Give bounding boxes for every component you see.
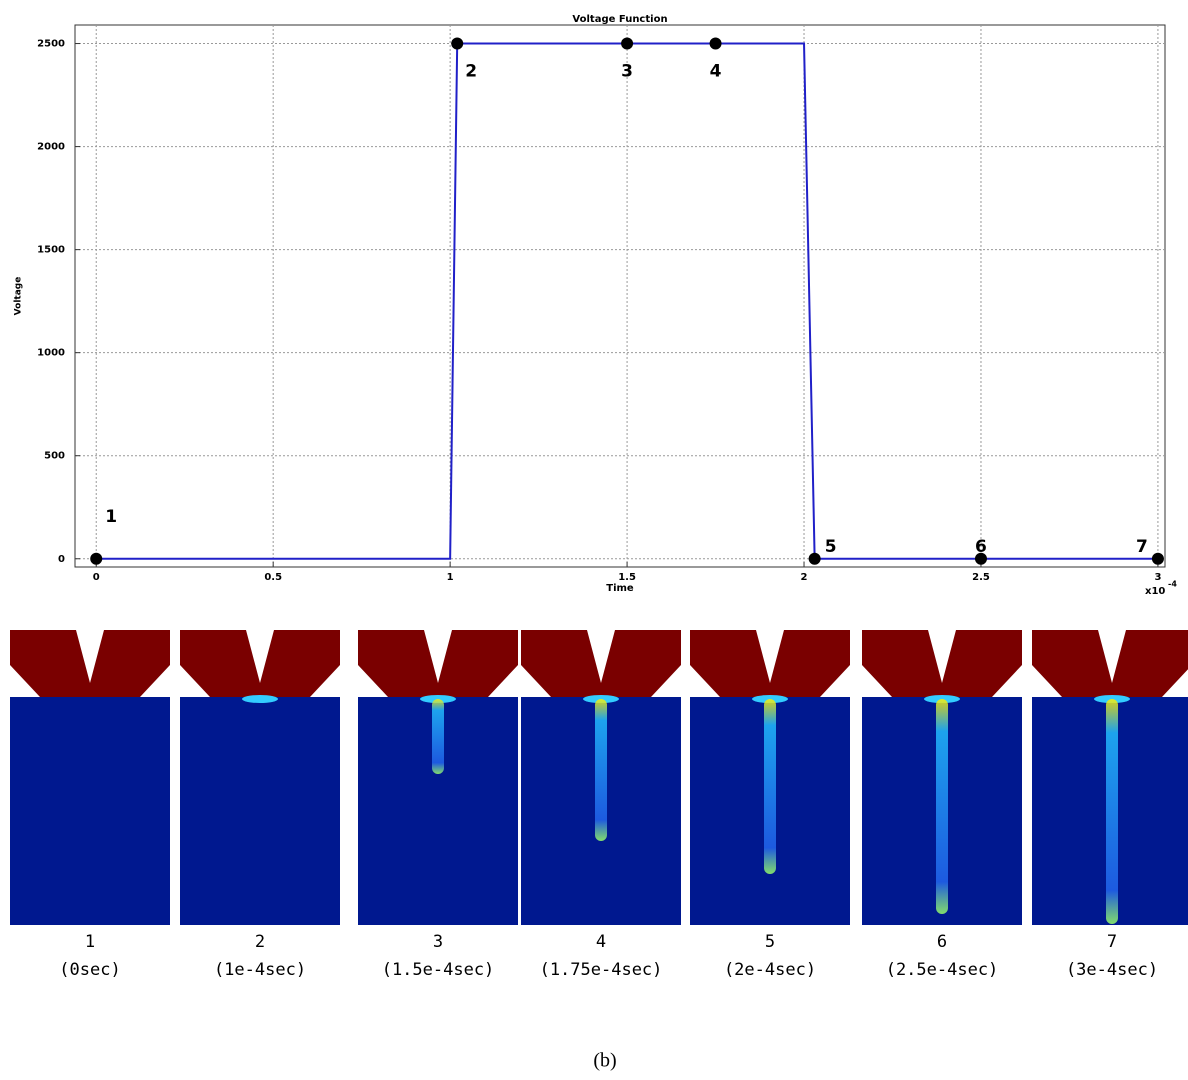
x-tick-label: 2.5 xyxy=(972,572,990,583)
jet xyxy=(432,699,444,774)
y-tick-label: 1500 xyxy=(37,245,65,256)
marker-label: 5 xyxy=(825,537,837,557)
marker-label: 6 xyxy=(975,537,987,557)
simulation-panel xyxy=(1032,630,1188,925)
simulation-panel xyxy=(690,630,850,925)
fluid-domain xyxy=(180,697,340,925)
x-tick-label: 1 xyxy=(447,572,454,583)
panel-number: 1 xyxy=(85,932,95,952)
y-axis-label: Voltage xyxy=(14,277,24,316)
time-marker xyxy=(1152,553,1164,565)
panel-number: 6 xyxy=(937,932,947,952)
simulation-panel xyxy=(358,630,518,925)
simulation-panel xyxy=(10,630,170,925)
time-marker xyxy=(451,38,463,50)
time-marker xyxy=(90,553,102,565)
jet xyxy=(764,699,776,874)
nozzle xyxy=(521,630,681,697)
simulation-panel xyxy=(521,630,681,925)
y-tick-label: 1000 xyxy=(37,348,65,359)
simulation-panel xyxy=(180,630,340,925)
plot-area xyxy=(75,25,1165,567)
caption: (b) xyxy=(593,1050,616,1072)
panel-time: (1.75e-4sec) xyxy=(540,960,663,980)
panel-time: (2e-4sec) xyxy=(724,960,816,980)
x-tick-label: 1.5 xyxy=(618,572,636,583)
panel-number: 5 xyxy=(765,932,775,952)
fluid-domain xyxy=(10,697,170,925)
panel-time: (2.5e-4sec) xyxy=(886,960,999,980)
marker-label: 2 xyxy=(465,62,477,82)
y-tick-label: 2500 xyxy=(37,39,65,50)
nozzle xyxy=(862,630,1022,697)
marker-label: 3 xyxy=(621,62,633,82)
nozzle xyxy=(10,630,170,697)
y-tick-label: 0 xyxy=(58,554,65,565)
panel-number: 2 xyxy=(255,932,265,952)
panel-time: (1e-4sec) xyxy=(214,960,306,980)
x-tick-label: 2 xyxy=(801,572,808,583)
marker-label: 1 xyxy=(105,507,117,527)
marker-label: 7 xyxy=(1136,537,1148,557)
x-axis-label: Time xyxy=(606,583,634,594)
time-marker xyxy=(621,38,633,50)
panel-time: (3e-4sec) xyxy=(1066,960,1158,980)
nozzle xyxy=(180,630,340,697)
panel-number: 4 xyxy=(596,932,606,952)
meniscus xyxy=(242,695,278,703)
panel-number: 7 xyxy=(1107,932,1117,952)
figure: Voltage Function Time Voltage x10 -4 (b)… xyxy=(0,0,1188,1080)
y-tick-label: 2000 xyxy=(37,142,65,153)
x-multiplier-exponent: -4 xyxy=(1168,580,1177,589)
y-tick-label: 500 xyxy=(44,451,65,462)
time-marker xyxy=(710,38,722,50)
chart-title: Voltage Function xyxy=(572,14,667,25)
simulation-panel xyxy=(862,630,1022,925)
jet xyxy=(1106,699,1118,924)
panel-time: (1.5e-4sec) xyxy=(382,960,495,980)
jet xyxy=(595,699,607,841)
x-tick-label: 0 xyxy=(93,572,100,583)
panel-number: 3 xyxy=(433,932,443,952)
nozzle xyxy=(358,630,518,697)
nozzle xyxy=(1032,630,1188,697)
marker-label: 4 xyxy=(710,62,722,82)
panel-time: (0sec) xyxy=(59,960,120,980)
x-multiplier: x10 xyxy=(1145,586,1165,597)
time-marker xyxy=(809,553,821,565)
x-tick-label: 3 xyxy=(1154,572,1161,583)
nozzle xyxy=(690,630,850,697)
jet xyxy=(936,699,948,914)
x-tick-label: 0.5 xyxy=(264,572,282,583)
